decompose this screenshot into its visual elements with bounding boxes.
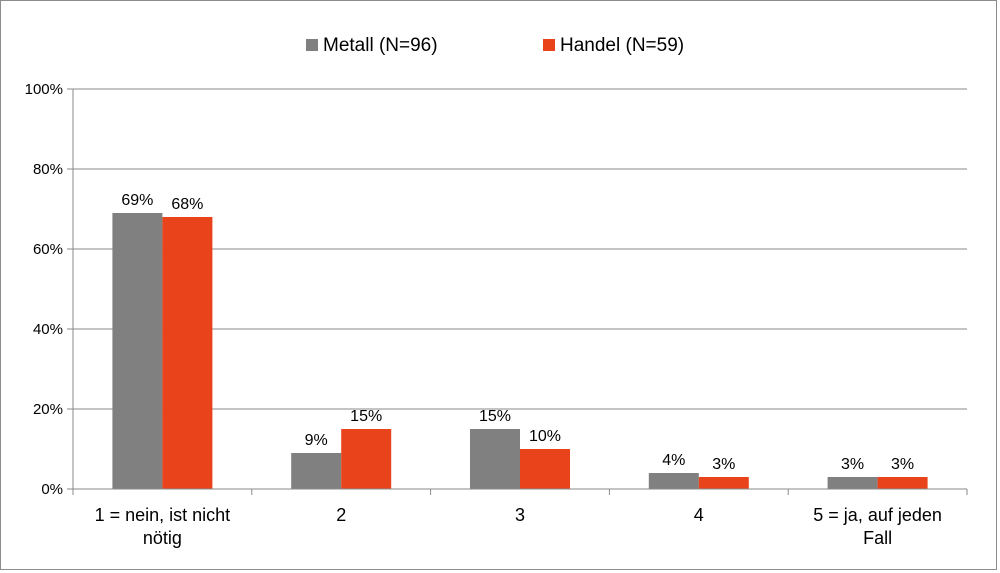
y-tick-label: 0% <box>41 481 63 498</box>
bar-handel <box>877 477 928 489</box>
bar-metall <box>112 213 163 489</box>
x-tick-label: 2 <box>336 505 346 525</box>
x-axis: 1 = nein, ist nicht nötig 2 3 4 5 = ja, auf j… <box>72 488 968 548</box>
data-label: 3% <box>841 456 864 473</box>
y-tick-label: 40% <box>33 321 63 338</box>
data-label: 68% <box>171 196 203 213</box>
legend-label: Metall (N=96) <box>323 35 438 56</box>
bar-handel <box>698 477 749 489</box>
x-tick-label: 5 = ja, auf jeden Fall <box>813 505 942 548</box>
y-tick-label: 60% <box>33 241 63 258</box>
bar-metall <box>291 453 342 489</box>
legend: Metall (N=96) Handel (N=59) <box>306 35 684 56</box>
legend-label: Handel (N=59) <box>560 35 684 56</box>
x-tick-label: 4 <box>694 505 704 525</box>
legend-swatch <box>543 39 555 51</box>
data-label: 4% <box>662 452 685 469</box>
gridlines <box>73 88 967 410</box>
bar-handel <box>162 217 213 489</box>
data-label: 3% <box>712 456 735 473</box>
bar-handel <box>520 449 570 489</box>
bar-metall <box>648 473 699 489</box>
legend-swatch <box>306 39 318 51</box>
bar-handel <box>341 429 392 489</box>
data-label: 15% <box>479 408 511 425</box>
bars: 69% 9% 15% 4% 3% 68% 15% 10% 3% 3% <box>112 192 928 489</box>
data-label: 9% <box>305 432 328 449</box>
data-label: 69% <box>121 192 153 209</box>
bar-metall <box>470 429 520 489</box>
x-tick-label: 3 <box>515 505 525 525</box>
data-label: 3% <box>891 456 914 473</box>
data-label: 15% <box>350 408 382 425</box>
y-tick-label: 100% <box>25 81 63 98</box>
y-tick-label: 20% <box>33 401 63 418</box>
data-label: 10% <box>529 428 561 445</box>
bar-metall <box>827 477 878 489</box>
y-axis: 0% 20% 40% 60% 80% 100% <box>25 81 74 498</box>
x-tick-label: 1 = nein, ist nicht nötig <box>95 505 231 548</box>
y-tick-label: 80% <box>33 161 63 178</box>
